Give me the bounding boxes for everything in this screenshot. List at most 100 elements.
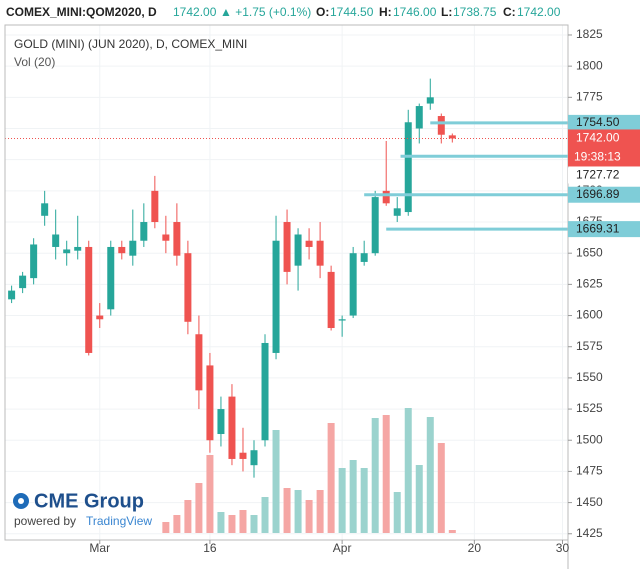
last-price-bg bbox=[568, 129, 640, 167]
y-tick-label: 1800 bbox=[576, 58, 603, 72]
low: 1738.75 bbox=[453, 5, 497, 19]
volume-bar bbox=[327, 423, 335, 533]
candle-body bbox=[74, 246, 82, 251]
countdown: 19:38:13 bbox=[574, 150, 621, 164]
low-label: L: bbox=[441, 5, 452, 19]
y-tick-label: 1600 bbox=[576, 308, 603, 322]
candle-body bbox=[349, 253, 357, 316]
y-tick-label: 1425 bbox=[576, 526, 603, 540]
level-label: 1754.50 bbox=[576, 115, 620, 129]
volume-bar bbox=[371, 418, 379, 533]
candle-body bbox=[228, 396, 236, 459]
volume-bar bbox=[250, 515, 258, 533]
volume-bar bbox=[261, 497, 269, 533]
instrument-legend: GOLD (MINI) (JUN 2020), D, COMEX_MINI bbox=[14, 37, 247, 51]
candle-body bbox=[30, 244, 38, 279]
candle-body bbox=[382, 190, 390, 204]
level-label-bg bbox=[568, 167, 640, 184]
candle-body bbox=[217, 409, 225, 435]
logo-text: CME Group bbox=[34, 490, 144, 512]
candle-body bbox=[206, 365, 214, 441]
candle-body bbox=[184, 253, 192, 322]
level-label: 1727.72 bbox=[576, 168, 620, 182]
volume-bar bbox=[228, 515, 236, 533]
candle-body bbox=[393, 208, 401, 216]
y-tick-label: 1500 bbox=[576, 432, 603, 446]
volume-bar bbox=[426, 417, 434, 533]
level-label-bg bbox=[568, 221, 640, 238]
volume-bar bbox=[217, 512, 225, 533]
level-label: 1696.89 bbox=[576, 187, 620, 201]
open: 1744.50 bbox=[330, 5, 374, 19]
x-tick-label: Apr bbox=[333, 541, 352, 555]
candle-body bbox=[305, 240, 313, 247]
candle-body bbox=[173, 222, 181, 256]
high-label: H: bbox=[379, 5, 392, 19]
y-tick-label: 1775 bbox=[576, 89, 603, 103]
candle-body bbox=[118, 246, 126, 254]
volume-bar bbox=[393, 492, 401, 533]
volume-bar bbox=[305, 500, 313, 533]
candle-body bbox=[327, 271, 335, 329]
candle-body bbox=[96, 315, 104, 320]
level-label-bg bbox=[568, 186, 640, 203]
candle-body bbox=[195, 334, 203, 391]
candle-body bbox=[371, 197, 379, 254]
last-price-label: 1742.00 bbox=[576, 131, 620, 145]
open-label: O: bbox=[316, 5, 329, 19]
candle-body bbox=[283, 222, 291, 272]
y-tick-label: 1550 bbox=[576, 370, 603, 384]
candle-body bbox=[261, 342, 269, 441]
y-tick-label: 1450 bbox=[576, 495, 603, 509]
volume-bar bbox=[338, 468, 346, 533]
candle-body bbox=[140, 222, 148, 241]
candle-body bbox=[437, 116, 445, 135]
candle-body bbox=[19, 275, 27, 289]
volume-bar bbox=[437, 443, 445, 533]
volume-bar bbox=[239, 510, 247, 533]
candle-body bbox=[52, 234, 60, 247]
volume-bar bbox=[448, 530, 456, 533]
x-tick-label: 16 bbox=[203, 541, 217, 555]
candle-body bbox=[129, 240, 137, 256]
volume-bar bbox=[206, 455, 214, 533]
close-label: C: bbox=[503, 5, 516, 19]
candle-body bbox=[338, 319, 346, 321]
y-tick-label: 1475 bbox=[576, 464, 603, 478]
level-label-bg bbox=[568, 114, 640, 131]
y-tick-label: 1525 bbox=[576, 401, 603, 415]
candle-body bbox=[151, 190, 159, 223]
volume-bar bbox=[173, 515, 181, 533]
volume-bar bbox=[415, 465, 423, 533]
volume-bar bbox=[382, 415, 390, 533]
volume-bar bbox=[195, 483, 203, 533]
x-tick-label: Mar bbox=[89, 541, 110, 555]
volume-bar bbox=[294, 490, 302, 533]
change: ▲ +1.75 (+0.1%) bbox=[220, 5, 311, 19]
candle-body bbox=[162, 234, 170, 241]
powered-by: powered by bbox=[14, 514, 76, 528]
volume-bar bbox=[404, 408, 412, 533]
candle-body bbox=[8, 290, 16, 300]
symbol: COMEX_MINI:QOM2020, D bbox=[6, 5, 157, 19]
volume-bar bbox=[184, 500, 192, 533]
level-label: 1669.31 bbox=[576, 221, 620, 235]
candle-body bbox=[107, 246, 115, 310]
volume-bar bbox=[272, 430, 280, 533]
candle-body bbox=[250, 450, 258, 466]
provider: TradingView bbox=[86, 514, 152, 528]
volume-bar bbox=[162, 522, 170, 533]
candle-body bbox=[316, 240, 324, 266]
volume-bar bbox=[349, 460, 357, 533]
logo-icon-center bbox=[18, 498, 24, 504]
y-tick-label: 1650 bbox=[576, 245, 603, 259]
last: 1742.00 bbox=[173, 5, 217, 19]
x-tick-label: 20 bbox=[468, 541, 482, 555]
candle-body bbox=[239, 452, 247, 459]
volume-bar bbox=[316, 490, 324, 533]
volume-bar bbox=[360, 468, 368, 533]
y-tick-label: 1625 bbox=[576, 277, 603, 291]
candle-body bbox=[63, 249, 71, 254]
candle-body bbox=[41, 203, 49, 216]
